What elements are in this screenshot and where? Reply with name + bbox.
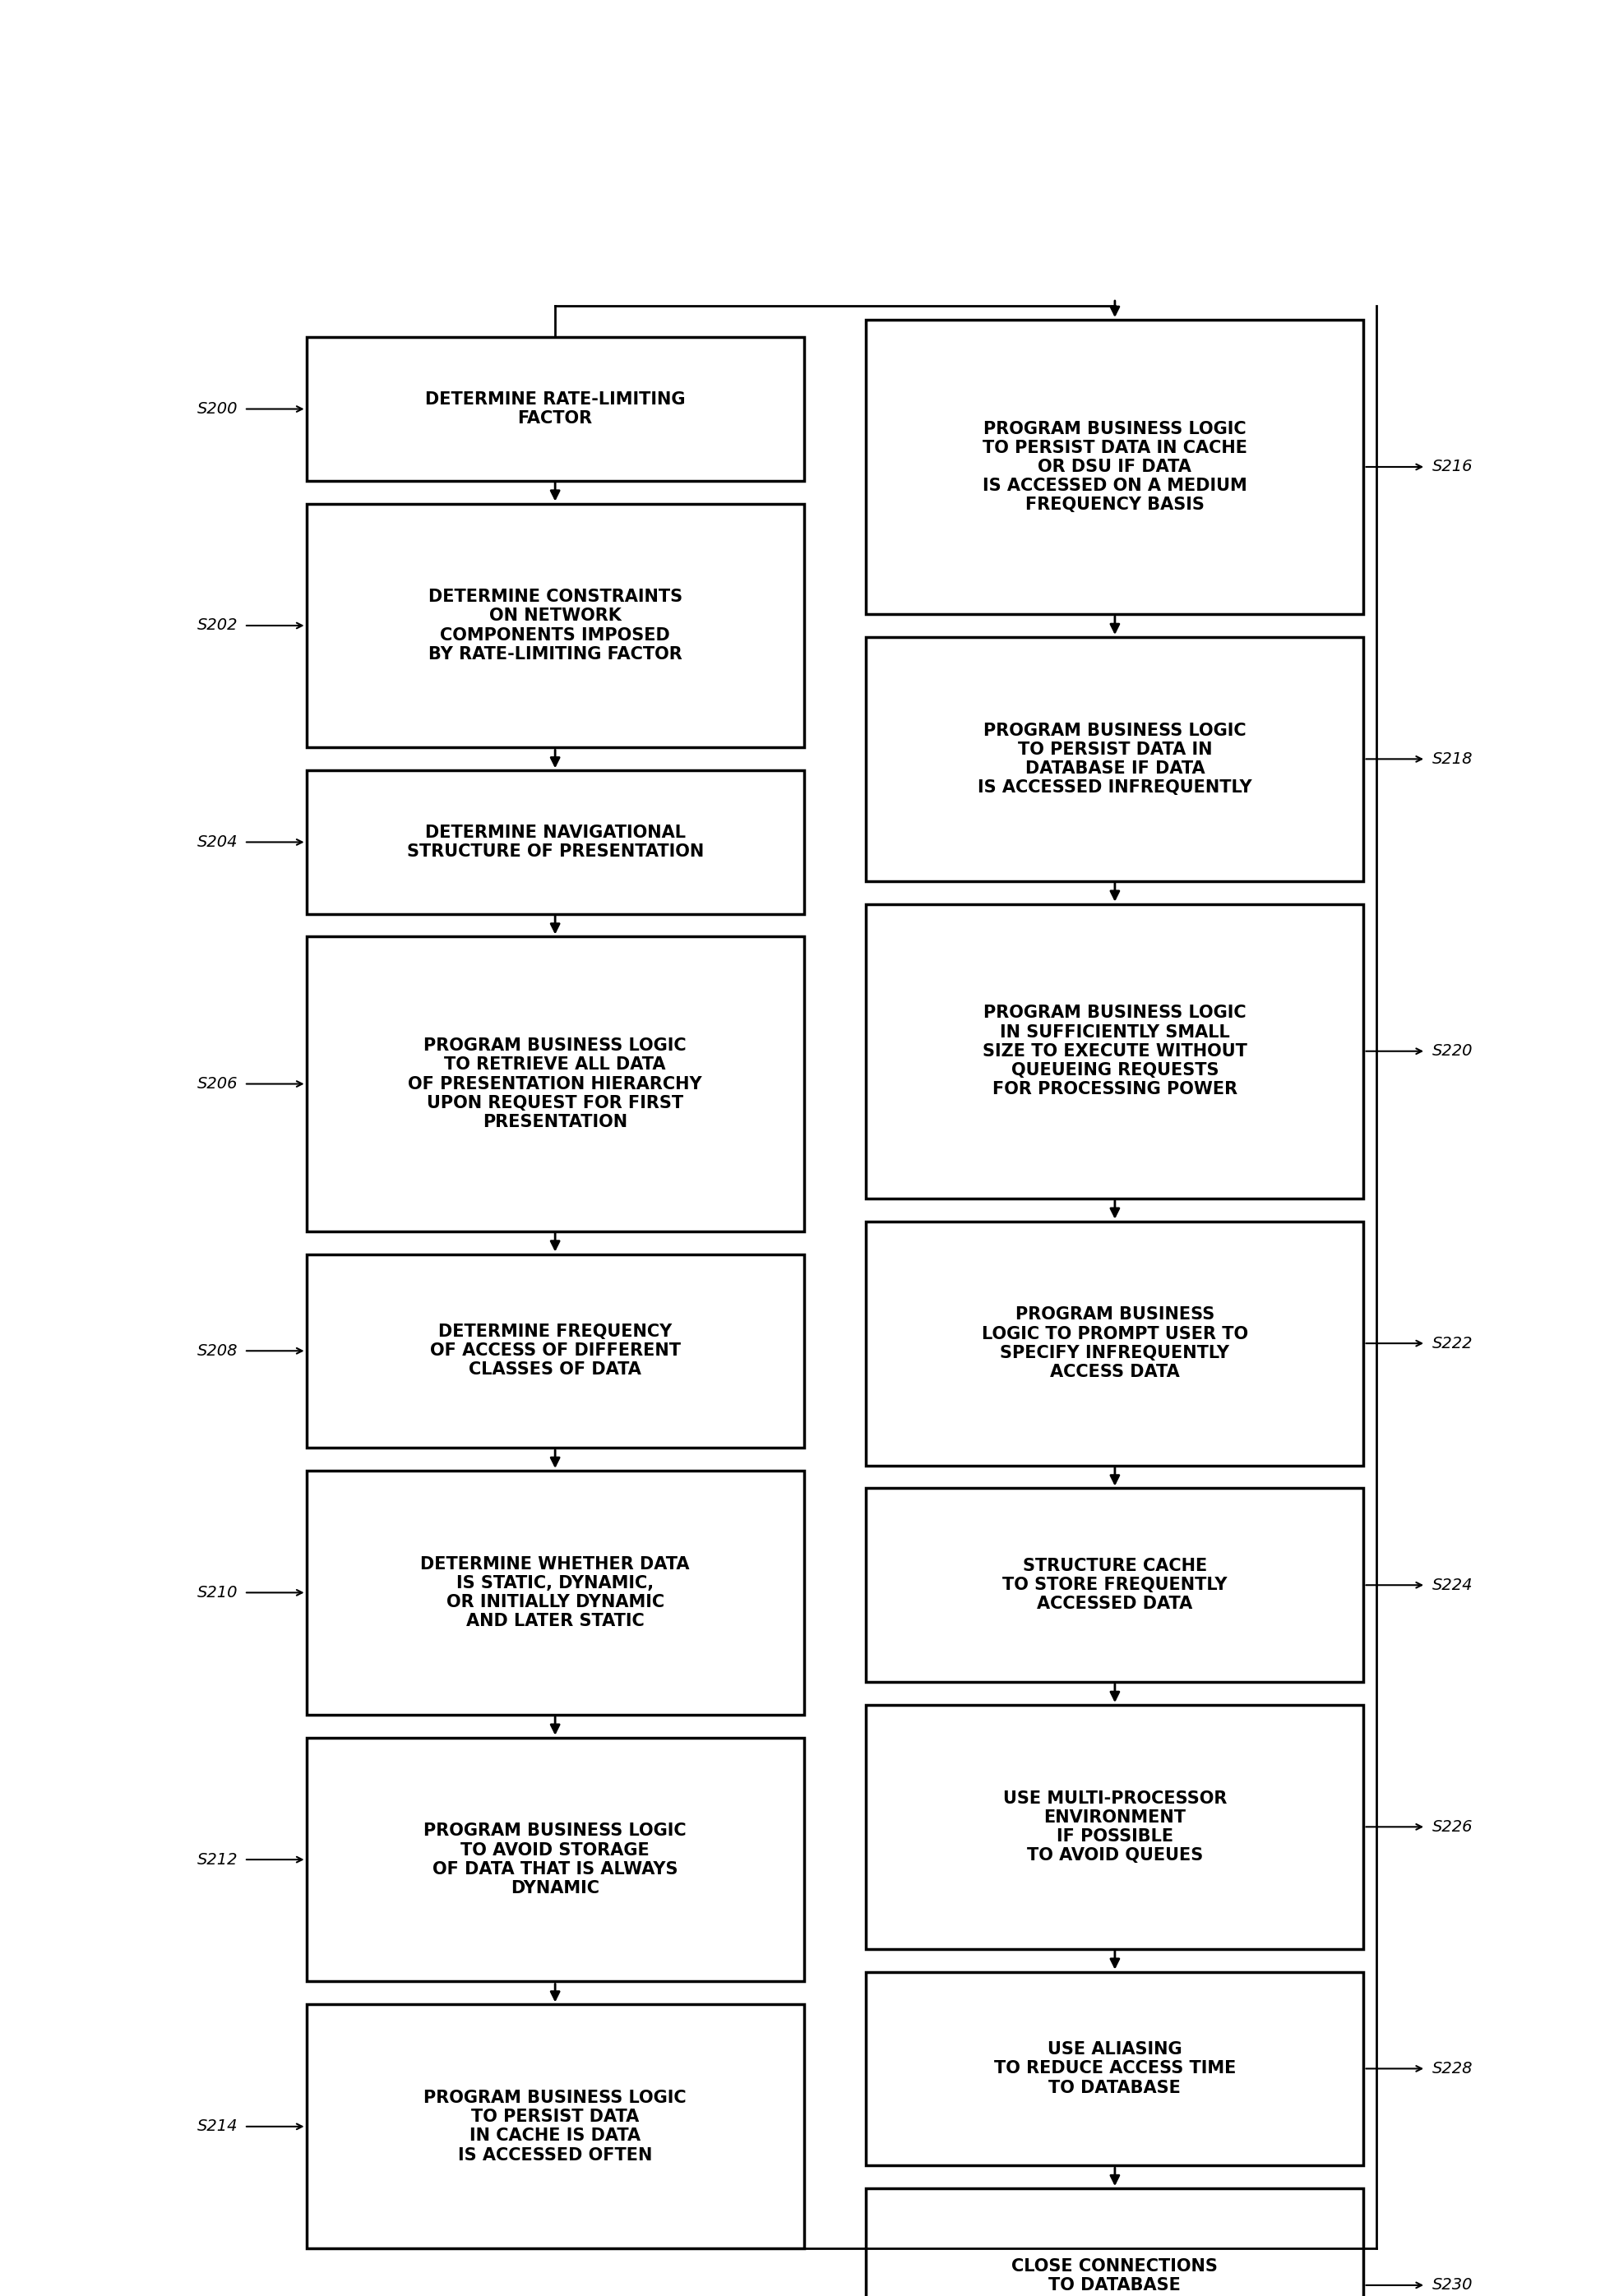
Text: S218: S218 bbox=[1432, 751, 1473, 767]
Bar bbox=[307, 338, 804, 480]
Bar bbox=[867, 319, 1364, 613]
Text: S230: S230 bbox=[1432, 2278, 1473, 2294]
Bar bbox=[867, 1488, 1364, 1683]
Bar bbox=[307, 937, 804, 1231]
Bar bbox=[867, 1221, 1364, 1465]
Text: S228: S228 bbox=[1432, 2062, 1473, 2076]
Text: S216: S216 bbox=[1432, 459, 1473, 475]
Text: PROGRAM BUSINESS LOGIC
TO PERSIST DATA IN
DATABASE IF DATA
IS ACCESSED INFREQUEN: PROGRAM BUSINESS LOGIC TO PERSIST DATA I… bbox=[977, 723, 1252, 797]
Text: STRUCTURE CACHE
TO STORE FREQUENTLY
ACCESSED DATA: STRUCTURE CACHE TO STORE FREQUENTLY ACCE… bbox=[1003, 1557, 1228, 1612]
Text: CLOSE CONNECTIONS
TO DATABASE
AS SOON AS POSSIBLE: CLOSE CONNECTIONS TO DATABASE AS SOON AS… bbox=[1006, 2257, 1223, 2296]
Text: S214: S214 bbox=[197, 2119, 238, 2135]
Text: DETERMINE WHETHER DATA
IS STATIC, DYNAMIC,
OR INITIALLY DYNAMIC
AND LATER STATIC: DETERMINE WHETHER DATA IS STATIC, DYNAMI… bbox=[421, 1557, 690, 1630]
Bar bbox=[307, 1254, 804, 1449]
Text: S220: S220 bbox=[1432, 1042, 1473, 1058]
Text: S210: S210 bbox=[197, 1584, 238, 1600]
Text: S206: S206 bbox=[197, 1077, 238, 1091]
Text: PROGRAM BUSINESS
LOGIC TO PROMPT USER TO
SPECIFY INFREQUENTLY
ACCESS DATA: PROGRAM BUSINESS LOGIC TO PROMPT USER TO… bbox=[982, 1306, 1249, 1380]
Text: S202: S202 bbox=[197, 618, 238, 634]
Text: S222: S222 bbox=[1432, 1336, 1473, 1350]
Text: PROGRAM BUSINESS LOGIC
TO PERSIST DATA
IN CACHE IS DATA
IS ACCESSED OFTEN: PROGRAM BUSINESS LOGIC TO PERSIST DATA I… bbox=[424, 2089, 687, 2163]
Bar bbox=[867, 2188, 1364, 2296]
Text: PROGRAM BUSINESS LOGIC
TO PERSIST DATA IN CACHE
OR DSU IF DATA
IS ACCESSED ON A : PROGRAM BUSINESS LOGIC TO PERSIST DATA I… bbox=[982, 420, 1247, 514]
Text: S200: S200 bbox=[197, 402, 238, 418]
Text: DETERMINE NAVIGATIONAL
STRUCTURE OF PRESENTATION: DETERMINE NAVIGATIONAL STRUCTURE OF PRES… bbox=[406, 824, 703, 861]
Bar bbox=[307, 503, 804, 748]
Text: S226: S226 bbox=[1432, 1818, 1473, 1835]
Text: PROGRAM BUSINESS LOGIC
TO AVOID STORAGE
OF DATA THAT IS ALWAYS
DYNAMIC: PROGRAM BUSINESS LOGIC TO AVOID STORAGE … bbox=[424, 1823, 687, 1896]
Bar bbox=[867, 905, 1364, 1199]
Bar bbox=[867, 636, 1364, 882]
Bar bbox=[307, 1472, 804, 1715]
Bar bbox=[867, 1706, 1364, 1949]
Text: PROGRAM BUSINESS LOGIC
IN SUFFICIENTLY SMALL
SIZE TO EXECUTE WITHOUT
QUEUEING RE: PROGRAM BUSINESS LOGIC IN SUFFICIENTLY S… bbox=[982, 1006, 1247, 1097]
Bar bbox=[867, 1972, 1364, 2165]
Text: S224: S224 bbox=[1432, 1577, 1473, 1593]
Text: PROGRAM BUSINESS LOGIC
TO RETRIEVE ALL DATA
OF PRESENTATION HIERARCHY
UPON REQUE: PROGRAM BUSINESS LOGIC TO RETRIEVE ALL D… bbox=[408, 1038, 701, 1130]
Text: S208: S208 bbox=[197, 1343, 238, 1359]
Text: DETERMINE RATE-LIMITING
FACTOR: DETERMINE RATE-LIMITING FACTOR bbox=[425, 390, 685, 427]
Text: S204: S204 bbox=[197, 833, 238, 850]
Bar bbox=[307, 2004, 804, 2248]
Text: S212: S212 bbox=[197, 1853, 238, 1867]
Text: USE MULTI-PROCESSOR
ENVIRONMENT
IF POSSIBLE
TO AVOID QUEUES: USE MULTI-PROCESSOR ENVIRONMENT IF POSSI… bbox=[1003, 1791, 1226, 1864]
Bar bbox=[307, 1738, 804, 1981]
Bar bbox=[307, 771, 804, 914]
Text: DETERMINE CONSTRAINTS
ON NETWORK
COMPONENTS IMPOSED
BY RATE-LIMITING FACTOR: DETERMINE CONSTRAINTS ON NETWORK COMPONE… bbox=[429, 588, 682, 664]
Text: DETERMINE FREQUENCY
OF ACCESS OF DIFFERENT
CLASSES OF DATA: DETERMINE FREQUENCY OF ACCESS OF DIFFERE… bbox=[430, 1322, 681, 1378]
Text: USE ALIASING
TO REDUCE ACCESS TIME
TO DATABASE: USE ALIASING TO REDUCE ACCESS TIME TO DA… bbox=[993, 2041, 1236, 2096]
